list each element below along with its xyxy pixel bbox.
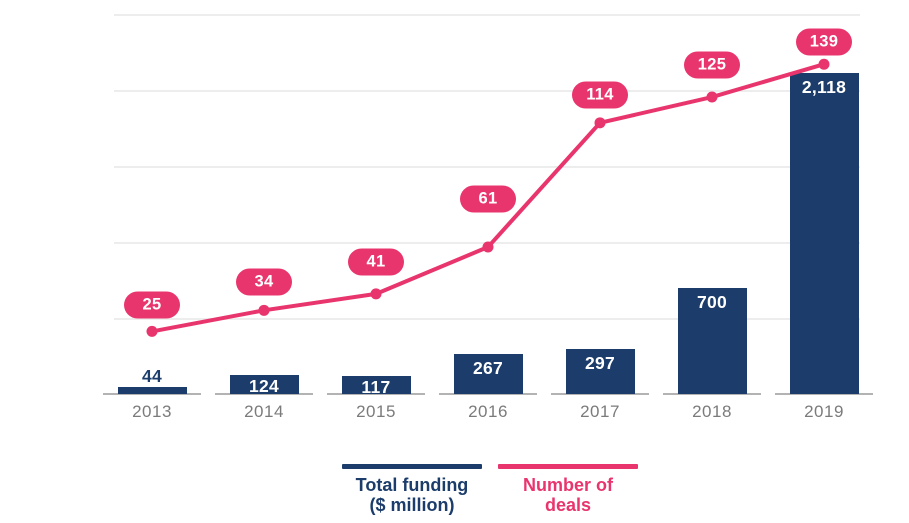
- bar-2013: [117, 387, 187, 394]
- deals-badge-2018: 125: [684, 51, 740, 79]
- bar-value-label-2016: 267: [472, 357, 504, 378]
- x-axis-label-2016: 2016: [468, 402, 508, 421]
- x-axis-label-2013: 2013: [132, 402, 172, 421]
- legend-swatch-total-funding: [342, 464, 482, 469]
- gridline: [114, 90, 860, 92]
- x-axis-label-2014: 2014: [244, 402, 284, 421]
- legend-label-total-funding: Total funding ($ million): [356, 475, 469, 515]
- bar-2015: [341, 376, 411, 394]
- legend-label-number-of-deals-line2: deals: [544, 494, 592, 515]
- legend-label-number-of-deals-line1: Number of: [523, 474, 613, 495]
- legend-swatch-number-of-deals: [498, 464, 638, 469]
- legend-label-total-funding-line2: ($ million): [369, 494, 455, 515]
- deals-badge-2014: 34: [236, 268, 292, 296]
- bar-value-label-2014: 124: [248, 376, 280, 397]
- legend-label-number-of-deals: Number of deals: [523, 475, 613, 515]
- deals-badge-2017: 114: [572, 81, 628, 109]
- deals-badge-2016: 61: [460, 185, 516, 213]
- deals-badge-2013: 25: [124, 291, 180, 319]
- deals-badge-2019: 139: [796, 28, 852, 56]
- gridline: [114, 166, 860, 168]
- legend: Total funding ($ million) Number of deal…: [342, 464, 638, 515]
- x-axis-label-2018: 2018: [692, 402, 732, 421]
- bar-value-label-2019: 2,118: [801, 76, 847, 97]
- bar-value-label-2018: 700: [696, 291, 728, 312]
- bar-2017: [565, 348, 635, 394]
- x-axis-label-2017: 2017: [580, 402, 620, 421]
- bar-value-label-2015: 117: [361, 376, 391, 397]
- bar-value-label-2013: 44: [141, 366, 163, 387]
- legend-item-total-funding: Total funding ($ million): [342, 464, 482, 515]
- legend-item-number-of-deals: Number of deals: [498, 464, 638, 515]
- legend-label-total-funding-line1: Total funding: [355, 474, 469, 495]
- gridline: [114, 242, 860, 244]
- gridline: [114, 318, 860, 320]
- bar-2016: [453, 353, 523, 394]
- bar-2019: [789, 72, 859, 394]
- x-axis-label-2015: 2015: [356, 402, 396, 421]
- deals-badge-2015: 41: [348, 248, 404, 276]
- bar-2014: [229, 375, 299, 394]
- gridline: [114, 14, 860, 16]
- bar-value-label-2017: 297: [584, 352, 616, 373]
- x-axis-label-2019: 2019: [804, 402, 844, 421]
